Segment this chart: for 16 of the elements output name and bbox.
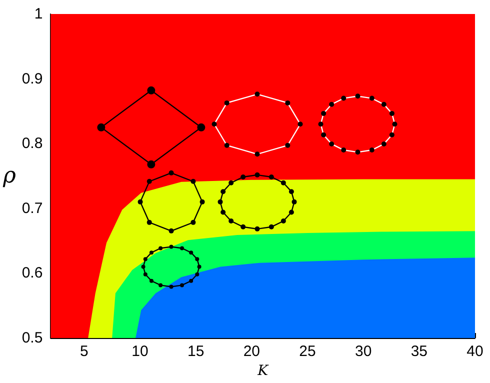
y-tick-label: 0.6 — [22, 264, 43, 282]
y-tick-label: 0.8 — [22, 135, 43, 152]
x-tick-label: 15 — [188, 343, 204, 360]
y-tick-label: 0.7 — [22, 200, 43, 217]
x-tick-label: 40 — [466, 343, 484, 360]
x-tick-label: 20 — [243, 343, 260, 360]
y-tick-label: 1 — [34, 6, 43, 22]
y-tick-label: 0.9 — [22, 70, 43, 88]
x-tick-label: 25 — [299, 343, 316, 360]
y-axis-title: ρ — [2, 164, 16, 188]
x-tick-label: 5 — [80, 343, 88, 360]
x-axis-title: K — [256, 362, 270, 379]
x-tick-label: 30 — [354, 343, 372, 360]
y-tick-label: 0.5 — [22, 330, 43, 346]
x-tick-label: 35 — [410, 343, 428, 360]
x-tick-label: 10 — [132, 343, 148, 360]
